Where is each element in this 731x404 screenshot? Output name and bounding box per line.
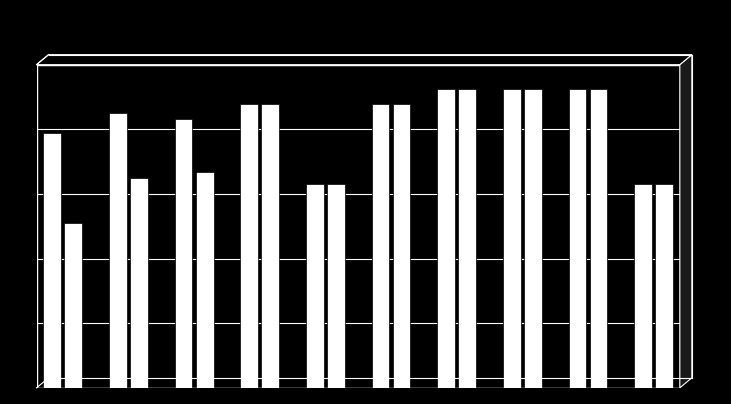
Bar [569, 88, 586, 388]
Bar [458, 88, 476, 388]
Bar [371, 103, 390, 388]
Bar [327, 184, 345, 388]
Bar [524, 88, 542, 388]
Bar [43, 133, 61, 388]
Bar [196, 173, 213, 388]
Bar [109, 113, 126, 388]
Bar [656, 184, 673, 388]
Bar [130, 178, 148, 388]
Bar [503, 88, 520, 388]
Bar [437, 88, 455, 388]
Bar [590, 88, 607, 388]
Bar [393, 103, 411, 388]
Bar [240, 103, 258, 388]
Bar [262, 103, 279, 388]
Bar [635, 184, 652, 388]
Bar [64, 223, 82, 388]
Bar [175, 118, 192, 388]
Bar [306, 184, 324, 388]
